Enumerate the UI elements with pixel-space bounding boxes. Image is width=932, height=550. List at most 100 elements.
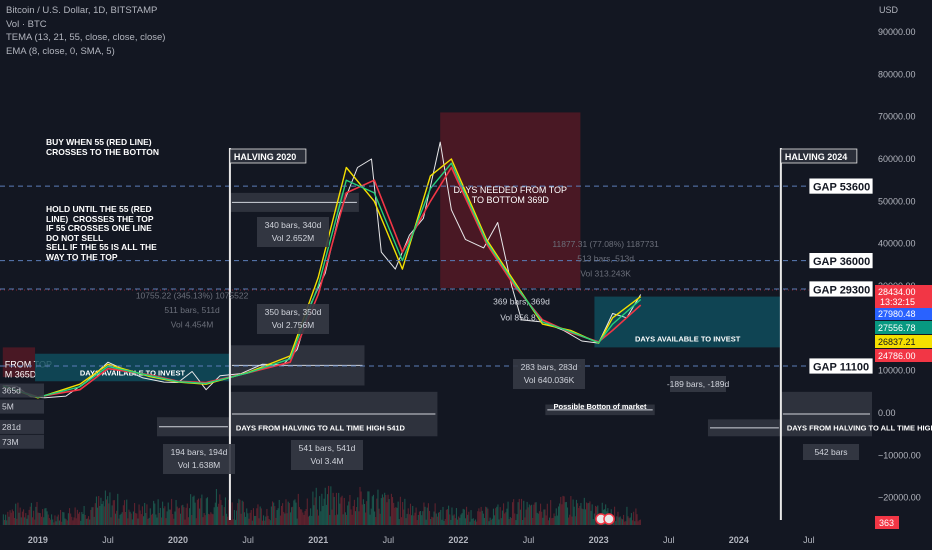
tema-indicator[interactable]: TEMA (13, 21, 55, close, close, close) [6, 32, 166, 43]
volume-bar [291, 507, 293, 525]
volume-bar [305, 508, 307, 525]
volume-bar [418, 511, 420, 525]
top-box-label: DAYS NEEDED FROM TOP TO BOTTOM 369D [454, 185, 568, 205]
volume-bar [301, 509, 303, 525]
volume-bar [584, 509, 586, 525]
volume-bar [6, 520, 8, 525]
volume-bar [315, 487, 317, 525]
volume-bar [16, 518, 18, 525]
volume-bar [303, 514, 305, 525]
invest-box-label: DAYS AVAILABLE TO INVEST [635, 334, 741, 343]
volume-bar [491, 518, 493, 525]
volume-bar [516, 514, 518, 525]
measure-label: Vol 856.8... [500, 313, 543, 323]
volume-bar [11, 509, 13, 525]
volume-bar [279, 515, 281, 525]
volume-bar [529, 505, 532, 525]
volume-bar [509, 517, 511, 525]
volume-indicator[interactable]: Vol · BTC [6, 18, 47, 30]
volume-bar [389, 516, 391, 525]
volume-bar [49, 519, 52, 525]
halving-label: HALVING 2024 [785, 152, 847, 162]
volume-bar [203, 513, 205, 525]
volume-bar [486, 507, 488, 525]
countdown-text: 13:32:15 [880, 297, 915, 307]
volume-bar [184, 519, 186, 525]
volume-bar [495, 508, 497, 525]
volume-bar [377, 489, 379, 525]
volume-bar [278, 499, 280, 525]
volume-layer [2, 485, 641, 525]
volume-bar [476, 521, 478, 525]
volume-bar [397, 501, 399, 525]
volume-bar [537, 513, 539, 525]
volume-bar [249, 512, 251, 525]
volume-bar [306, 498, 308, 525]
volume-bar [341, 495, 343, 525]
price-tag-text: 28434.00 [878, 287, 916, 297]
volume-bar [451, 507, 453, 525]
volume-bar [514, 513, 516, 525]
volume-bar [568, 517, 570, 525]
range-stats: 350 bars, 350d Vol 2.756M [265, 307, 322, 330]
volume-bar [192, 496, 194, 525]
volume-bar [70, 513, 72, 525]
volume-bar [381, 494, 383, 525]
volume-bar [353, 499, 355, 525]
volume-bar [83, 506, 85, 525]
volume-tag-text: 363 [879, 518, 894, 528]
volume-bar [405, 518, 407, 525]
price-tag [875, 349, 932, 362]
volume-bar [79, 512, 81, 525]
volume-bar [393, 502, 395, 525]
volume-bar [526, 501, 528, 525]
volume-bar [162, 501, 164, 525]
volume-bar [147, 518, 149, 525]
stats-box [257, 304, 329, 334]
volume-bar [288, 503, 290, 525]
volume-bar [125, 511, 127, 525]
volume-bar [302, 512, 304, 525]
volume-bar [531, 504, 533, 525]
volume-bar [108, 503, 110, 525]
volume-bar [145, 512, 147, 525]
volume-bar [348, 501, 350, 525]
range-stats: 340 bars, 340d Vol 2.652M [265, 220, 322, 243]
volume-bar [449, 514, 451, 525]
volume-bar [588, 502, 590, 525]
volume-bar [555, 508, 557, 525]
volume-bar [90, 509, 92, 525]
volume-bar [639, 519, 641, 525]
volume-bar [67, 513, 69, 525]
volume-bar [110, 517, 112, 525]
volume-bar [403, 509, 405, 525]
volume-bar [126, 499, 128, 525]
volume-bar [204, 515, 206, 525]
volume-bar [172, 514, 174, 525]
volume-bar [127, 518, 129, 525]
volume-bar [347, 505, 349, 525]
volume-bar [141, 506, 143, 525]
volume-bar [342, 514, 344, 525]
volume-bar [217, 506, 219, 525]
volume-bar [131, 519, 133, 525]
volume-bar [158, 512, 160, 525]
volume-bar [275, 517, 277, 525]
symbol-title[interactable]: Bitcoin / U.S. Dollar, 1D, BITSTAMP [6, 5, 158, 16]
volume-bar [231, 502, 233, 525]
gap-label-box [808, 357, 874, 375]
volume-bar [292, 506, 294, 525]
volume-bar [239, 499, 241, 525]
ema-indicator[interactable]: EMA (8, close, 0, SMA, 5) [6, 45, 115, 57]
volume-bar [430, 519, 432, 525]
range-box-label: Possible Botton of market [554, 402, 647, 411]
volume-bar [623, 514, 625, 525]
volume-bar [402, 502, 404, 525]
volume-bar [434, 503, 436, 525]
volume-bar [396, 507, 398, 525]
volume-bar [149, 508, 151, 525]
volume-bar [314, 497, 316, 525]
volume-bar [113, 500, 115, 525]
